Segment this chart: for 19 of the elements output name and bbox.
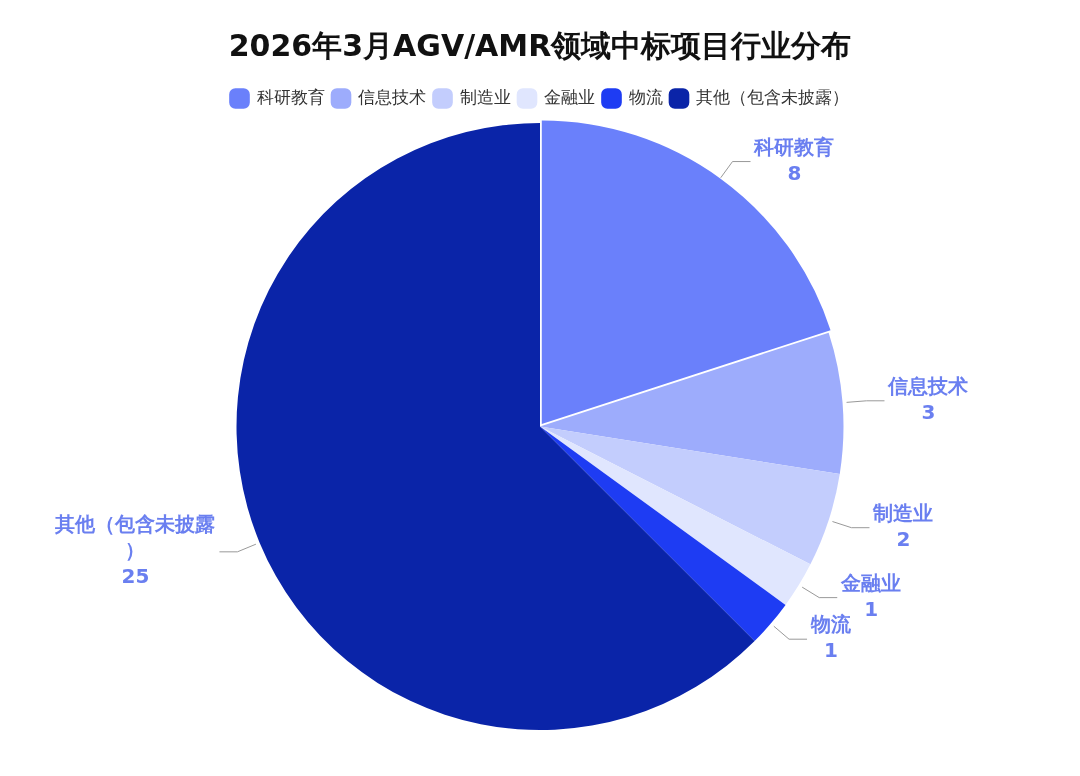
slice-label: 金融业 bbox=[840, 570, 902, 595]
slice-label: 科研教育 bbox=[753, 134, 835, 159]
legend-label: 信息技术 bbox=[358, 86, 426, 107]
slice-label: 信息技术 bbox=[887, 374, 969, 399]
legend-label: 物流 bbox=[628, 86, 663, 107]
slice-label: 制造业 bbox=[872, 500, 934, 525]
legend-label: 金融业 bbox=[544, 86, 595, 107]
legend-label: 科研教育 bbox=[256, 86, 325, 107]
slice-label: 其他（包含未披露） bbox=[54, 512, 216, 563]
data-label: 1 bbox=[824, 638, 838, 663]
data-label: 25 bbox=[121, 564, 150, 589]
legend-label: 其他（包含未披露） bbox=[696, 86, 849, 107]
data-label: 8 bbox=[787, 160, 802, 185]
chart-title: 2026年3月AGV/AMR领域中标项目行业分布 bbox=[228, 27, 852, 63]
data-label: 3 bbox=[921, 400, 936, 425]
slice-label: 物流 bbox=[810, 612, 853, 637]
data-label: 2 bbox=[896, 526, 911, 551]
legend-label: 制造业 bbox=[459, 86, 511, 107]
data-label: 1 bbox=[864, 596, 879, 621]
